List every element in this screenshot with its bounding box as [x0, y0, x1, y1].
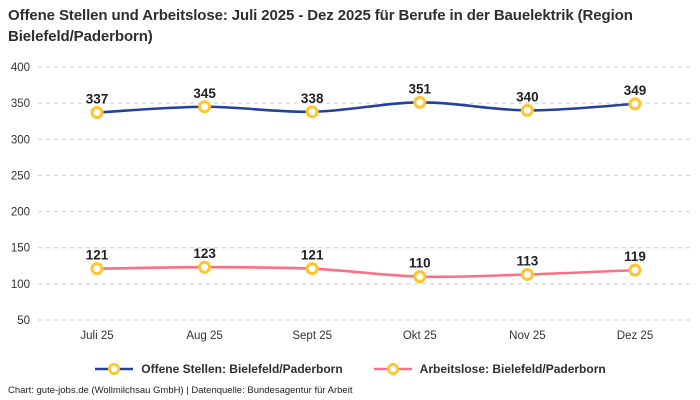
data-point-label: 123	[193, 246, 216, 261]
data-point-label: 121	[301, 248, 324, 263]
data-point-marker[interactable]	[628, 97, 642, 111]
legend-label: Offene Stellen: Bielefeld/Paderborn	[141, 362, 343, 376]
data-point-label: 349	[624, 83, 647, 98]
x-axis-tick-label: Juli 25	[80, 330, 113, 342]
attribution-footer: Chart: gute-jobs.de (Wollmilchsau GmbH) …	[8, 385, 353, 396]
y-axis-tick-label: 400	[11, 62, 30, 74]
data-point-label: 338	[301, 91, 324, 106]
legend-line-marker-icon	[373, 363, 412, 375]
data-point-label: 351	[409, 81, 432, 96]
data-point-label: 113	[517, 253, 539, 268]
x-axis-tick-label: Nov 25	[509, 330, 545, 342]
x-axis-tick-label: Aug 25	[186, 330, 222, 342]
x-axis-tick-label: Okt 25	[403, 330, 437, 342]
chart-title: Offene Stellen und Arbeitslose: Juli 202…	[8, 7, 633, 45]
series-line-0	[95, 101, 637, 114]
data-point-marker[interactable]	[413, 270, 427, 284]
y-axis-tick-label: 350	[11, 98, 30, 110]
y-axis-tick-label: 100	[11, 279, 30, 291]
y-axis-tick-label: 50	[17, 315, 30, 327]
data-point-label: 119	[624, 249, 646, 264]
y-axis-tick-label: 150	[11, 243, 30, 255]
data-point-label: 345	[193, 86, 216, 101]
legend-item-1[interactable]: Arbeitslose: Bielefeld/Paderborn	[373, 362, 606, 376]
chart-legend: Offene Stellen: Bielefeld/Paderborn Arbei…	[0, 357, 700, 381]
data-point-marker[interactable]	[90, 106, 104, 120]
legend-item-0[interactable]: Offene Stellen: Bielefeld/Paderborn	[94, 362, 343, 376]
legend-line-marker-icon	[95, 363, 134, 375]
line-chart: 400 350 300 250 200 150 100 50 Juli 25 Aug 25 Sept…	[11, 62, 692, 342]
data-point-marker[interactable]	[520, 267, 534, 281]
legend-label: Arbeitslose: Bielefeld/Paderborn	[419, 362, 606, 376]
data-point-marker[interactable]	[198, 260, 212, 274]
data-point-marker[interactable]	[305, 105, 319, 119]
y-axis-tick-label: 300	[11, 134, 30, 146]
data-point-marker[interactable]	[520, 103, 534, 117]
data-point-label: 110	[409, 256, 431, 271]
x-axis-tick-label: Dez 25	[617, 330, 653, 342]
y-axis-tick-label: 200	[11, 207, 30, 219]
data-point-marker[interactable]	[628, 263, 642, 277]
series-line-1	[95, 265, 637, 279]
y-axis-tick-label: 250	[11, 170, 30, 182]
data-point-label: 121	[86, 248, 109, 263]
data-point-label: 340	[516, 89, 539, 104]
data-point-label: 337	[86, 92, 109, 107]
x-axis-tick-label: Sept 25	[292, 330, 332, 342]
data-point-marker[interactable]	[198, 100, 212, 114]
data-point-marker[interactable]	[305, 262, 319, 276]
data-point-marker[interactable]	[413, 95, 427, 109]
data-point-marker[interactable]	[90, 262, 104, 276]
